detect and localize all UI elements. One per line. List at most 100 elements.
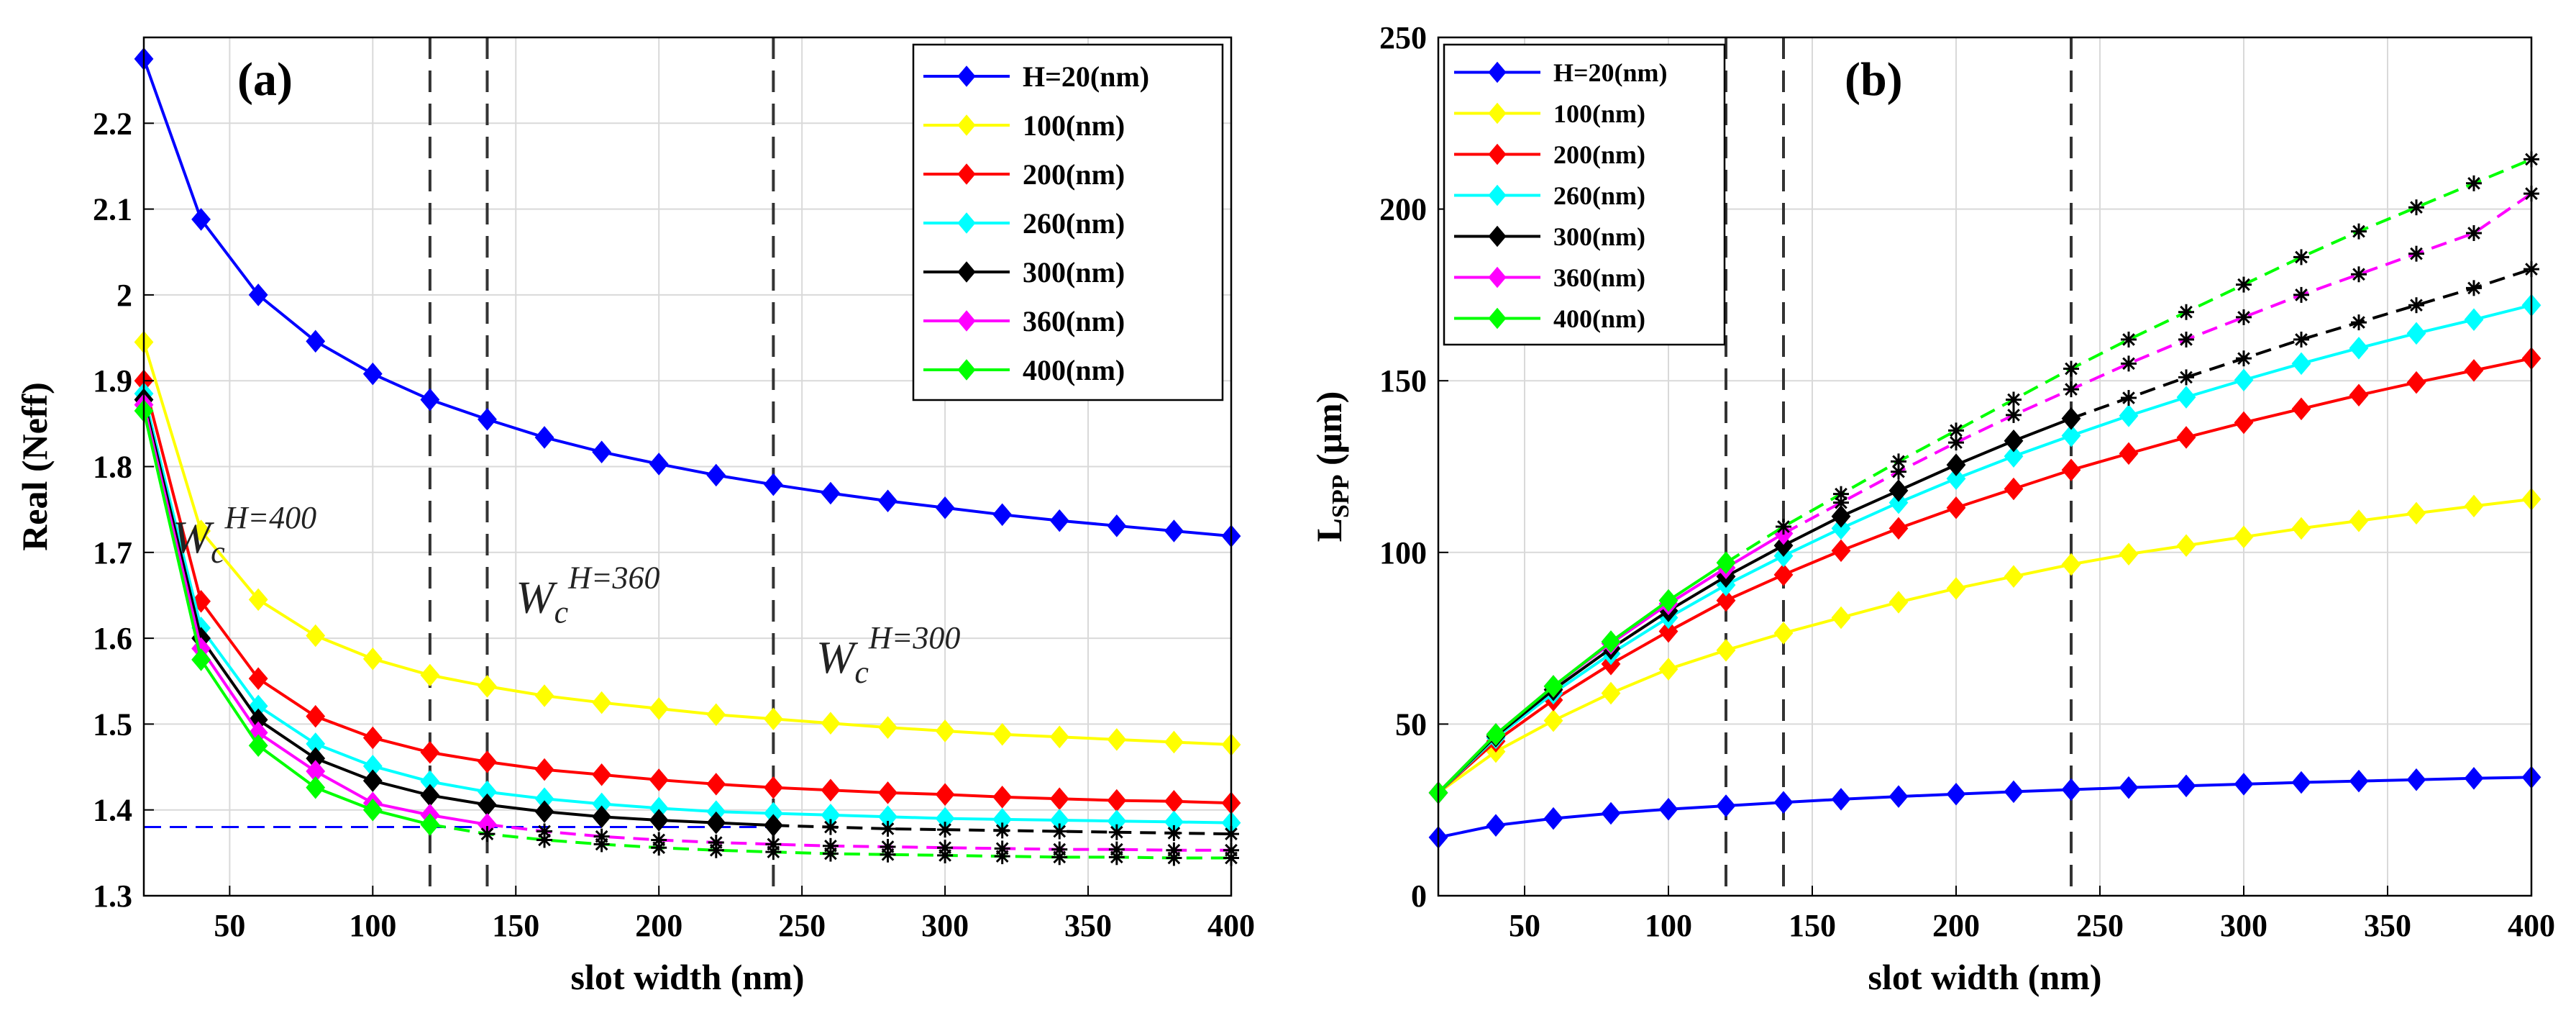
- panel-a-star-stroke-H400-360-3: [1110, 850, 1123, 864]
- panel-b-series-H300-marker-220: [2004, 429, 2024, 453]
- panel-b-series-H300-star-marker-320: [2293, 331, 2309, 348]
- panel-b-series-H400: [1428, 151, 2539, 804]
- panel-b-series-H260-marker-180: [1888, 491, 1909, 514]
- panel-b-series-H200-marker-160: [1831, 539, 1851, 563]
- panel-a-series-H200: [134, 369, 1241, 814]
- panel-b-series-H400-star-marker-380: [2466, 175, 2482, 191]
- panel-b-star-stroke-H300-300-3: [2237, 352, 2250, 365]
- panel-a-series-H300-star-marker-360: [1108, 824, 1125, 840]
- panel-b-series-H360-star-marker-340: [2351, 266, 2367, 283]
- panel-b-series-H400-star-marker-240: [2063, 360, 2079, 377]
- panel-b-star-stroke-H400-180-3: [1892, 455, 1905, 468]
- panel-a-series-H100-marker-60: [248, 588, 268, 612]
- panel-b-legend-marker-H300: [1488, 225, 1507, 247]
- panel-b-series-H400-star-marker-140: [1776, 519, 1791, 535]
- panel-a-series-H20: [134, 47, 1241, 548]
- panel-a-series-H100-marker-280: [878, 716, 898, 739]
- panel-a-series-H300-solid-line: [142, 399, 774, 827]
- panel-a-series-H400-star-marker-360: [1108, 849, 1125, 866]
- panel-a-series-H20-solid-line: [142, 58, 1232, 538]
- panel-a-series-H300-marker-220: [706, 811, 726, 835]
- panel-a-star-stroke-H300-360-3: [1110, 825, 1123, 839]
- panel-a-series-H100-marker-200: [649, 697, 669, 720]
- panel-b-series-H20-marker-240: [2061, 778, 2081, 801]
- panel-a-y-tick-label-5: 1.8: [93, 450, 132, 485]
- panel-a-series-H200-marker-100: [362, 726, 383, 750]
- panel-a-star-stroke-H300-320-3: [995, 824, 1009, 837]
- panel-a-series-H200-marker-60: [248, 667, 268, 690]
- panel-b-star-stroke-H360-380-3: [2467, 227, 2480, 240]
- panel-a-series-H200-marker-120: [420, 740, 440, 764]
- panel-b-series-H260-marker-160: [1831, 517, 1851, 540]
- panel-b-series-H20-marker-80: [1601, 801, 1621, 825]
- panel-a-series-H100-marker-220: [706, 703, 726, 727]
- panel-b-series-H20-marker-40: [1486, 814, 1506, 837]
- panel-b-series-H20-marker-300: [2234, 773, 2254, 796]
- panel-b-y-label-sub: SPP: [1328, 474, 1354, 517]
- panel-a-series-H300-marker-200: [649, 809, 669, 832]
- panel-b-star-stroke-H360-180-3: [1892, 465, 1905, 478]
- panel-b-series-H20-marker-180: [1888, 785, 1909, 808]
- panel-b-series-H400-star-marker-360: [2408, 199, 2424, 216]
- panel-b-series-H360-star-marker-380: [2466, 225, 2482, 242]
- panel-b-y-tick-labels: 0 50 100 150 200 250: [1379, 20, 1448, 914]
- panel-b-series-H400-solid-line: [1437, 561, 1727, 794]
- panel-b-series-H20-marker-360: [2406, 768, 2426, 791]
- panel-a-y-tick-labels: 1.3 1.4 1.5 1.6 1.7 1.8 1.9 2 2.1 2.2: [93, 106, 154, 914]
- panel-b-series-H260-marker-220: [2004, 445, 2024, 468]
- panel-a-series-H400-star-marker-180: [593, 836, 610, 853]
- panel-a-annotation-1-sub: c: [554, 594, 569, 630]
- panel-a-series-H20-marker-300: [935, 496, 955, 519]
- panel-b-series-H400-marker-120: [1716, 551, 1736, 574]
- panel-b-series-H300-star-marker-280: [2178, 369, 2194, 386]
- panel-b-star-stroke-H360-220-3: [2007, 409, 2020, 422]
- panel-a-series-H20-marker-100: [362, 362, 383, 386]
- panel-a-legend-label-H20: H=20(nm): [1023, 60, 1149, 93]
- panel-b-series-H260-marker-280: [2176, 386, 2196, 409]
- panel-a-series-H100-marker-380: [1164, 730, 1184, 754]
- panel-a-legend-label-H360: 360(nm): [1023, 305, 1125, 337]
- panel-b-series-H400-marker-100: [1658, 589, 1678, 612]
- panel-a-series-H200-marker-140: [478, 750, 497, 773]
- panel-a-legend-label-H100: 100(nm): [1023, 109, 1125, 142]
- panel-a-series-H200-marker-240: [763, 776, 783, 799]
- panel-a-series-H200-solid-line: [142, 380, 1232, 805]
- panel-a-star-stroke-H400-380-3: [1167, 851, 1181, 865]
- panel-a-series-H200-marker-200: [649, 768, 669, 791]
- panel-b-star-stroke-H360-260-3: [2122, 357, 2135, 371]
- panel-b-series-H400-star-marker-160: [1833, 486, 1849, 502]
- panel-b-axes-frame: [1437, 36, 2533, 897]
- panel-a-y-tick-label-6: 1.9: [93, 363, 132, 399]
- panel-b-series: [1428, 151, 2541, 849]
- panel-b-legend-marker-H360: [1488, 266, 1507, 289]
- panel-a-series-H20-marker-260: [821, 481, 841, 505]
- panel-a-star-stroke-H400-200-3: [652, 841, 666, 855]
- panel-a-series-H300-star-marker-320: [994, 822, 1010, 839]
- panel-a-series-H100-marker-320: [992, 722, 1013, 746]
- panel-b-x-tick-label-300: 300: [2220, 908, 2267, 943]
- panel-b-series-H100-marker-100: [1658, 658, 1678, 681]
- panel-b-y-tick-label-0: 0: [1411, 878, 1427, 914]
- panel-b-series-H200-marker-200: [1946, 496, 1966, 519]
- panel-a-x-tick-label-150: 150: [492, 908, 539, 943]
- panel-b-series-H20-marker-320: [2291, 771, 2311, 794]
- panel-b-series-H300-marker-240: [2061, 407, 2081, 430]
- panel-a-series-H20-marker-180: [592, 440, 612, 463]
- panel-b-star-stroke-H400-360-3: [2410, 201, 2423, 214]
- panel-a-x-tick-label-200: 200: [635, 908, 682, 943]
- panel-b-series-H400-star-marker-340: [2351, 223, 2367, 240]
- panel-a-annotation-2: WcH=300: [816, 620, 960, 690]
- panel-a-series-H200-marker-220: [706, 773, 726, 796]
- panel-b-series-H200-marker-180: [1888, 517, 1909, 540]
- panel-a-legend-label-H260: 260(nm): [1023, 207, 1125, 240]
- panel-a-annotation-1-sup: H=360: [567, 560, 659, 595]
- panel-a-series-H400-solid-line: [142, 410, 431, 826]
- panel-b-legend-label-H20: H=20(nm): [1553, 58, 1668, 87]
- panel-b-legend: H=20(nm) 100(nm) 200(nm) 260(nm) 300(nm) 360(…: [1443, 43, 1726, 346]
- panel-a-annotation-2-sub: c: [854, 655, 869, 690]
- panel-a-star-stroke-H400-240-3: [767, 845, 780, 858]
- panel-b-series-H400-marker-40: [1486, 722, 1506, 746]
- panel-b-star-stroke-H300-340-3: [2352, 316, 2365, 329]
- panel-a-legend-marker-H260: [957, 212, 976, 234]
